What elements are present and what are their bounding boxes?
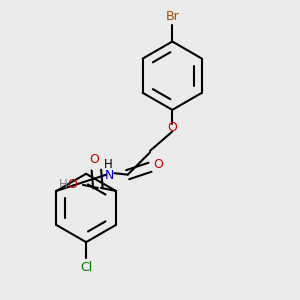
Text: O: O [153, 158, 163, 171]
Text: Br: Br [165, 10, 179, 23]
Text: Cl: Cl [80, 262, 92, 275]
Text: O: O [167, 121, 177, 134]
Text: H: H [104, 158, 113, 171]
Text: N: N [105, 169, 115, 182]
Text: H: H [59, 178, 68, 191]
Text: O: O [89, 153, 99, 166]
Text: O: O [68, 178, 77, 191]
